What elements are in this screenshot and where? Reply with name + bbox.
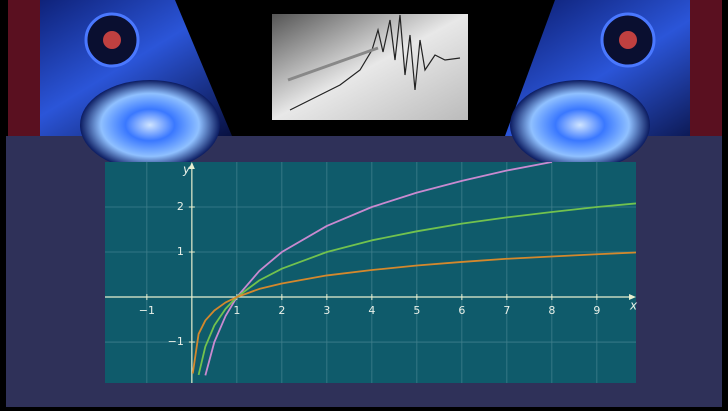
y-tick-label: −1 — [168, 335, 184, 348]
x-tick-label: 6 — [458, 304, 465, 317]
y-axis-arrow — [188, 162, 195, 169]
x-tick-label: −1 — [139, 304, 155, 317]
x-tick-label: 9 — [593, 304, 600, 317]
right-speaker — [505, 0, 722, 170]
x-tick-label: 2 — [278, 304, 285, 317]
x-tick-label: 8 — [548, 304, 555, 317]
left-speaker — [8, 0, 232, 170]
plot-lines — [191, 162, 636, 376]
x-tick-label: 1 — [233, 304, 240, 317]
y-tick-label: 2 — [177, 200, 184, 213]
x-tick-label: 4 — [368, 304, 375, 317]
x-tick-label: 5 — [413, 304, 420, 317]
x-tick-label: 7 — [503, 304, 510, 317]
curve — [197, 202, 636, 376]
x-axis-label: x — [629, 299, 638, 313]
x-tick-label: 3 — [323, 304, 330, 317]
seismograph-image — [272, 14, 468, 120]
curve — [191, 251, 636, 374]
x-axis-arrow — [629, 294, 636, 301]
y-axis-label: y — [182, 163, 191, 177]
y-tick-label: 1 — [177, 245, 184, 258]
plot-area — [105, 162, 636, 383]
curve — [204, 162, 553, 376]
